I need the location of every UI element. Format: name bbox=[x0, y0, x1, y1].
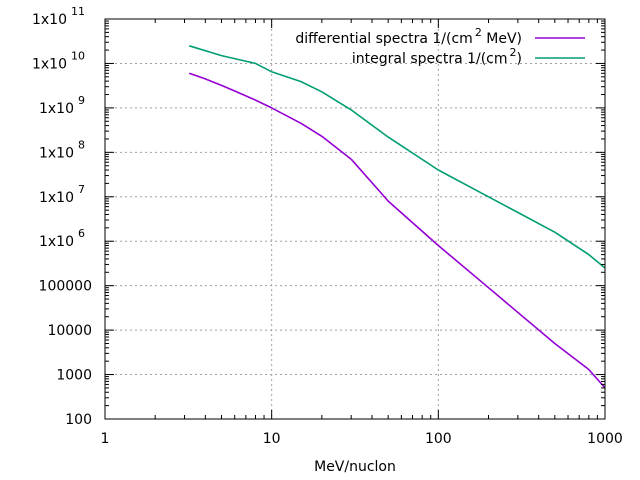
axis-ticks: 100 1000 10000 100000 1x106 1x107 1x108 1x109 1x… bbox=[32, 5, 623, 447]
plot-frame bbox=[104, 18, 606, 420]
x-tick-label: 1000 bbox=[587, 431, 623, 447]
y-tick-label: 100 bbox=[65, 412, 92, 428]
y-tick-label: 1x106 bbox=[39, 227, 85, 250]
x-tick-label: 100 bbox=[425, 431, 452, 447]
x-tick-label: 10 bbox=[263, 431, 281, 447]
y-tick-label: 100000 bbox=[39, 279, 92, 295]
y-tick-label: 1x108 bbox=[39, 138, 85, 161]
y-tick-label: 1x1011 bbox=[32, 5, 85, 28]
series-line-1 bbox=[188, 72, 606, 389]
legend: differential spectra 1/(cm 2 MeV)integral… bbox=[295, 26, 585, 67]
series-line-2 bbox=[188, 45, 606, 269]
y-tick-label: 10000 bbox=[47, 323, 92, 339]
y-tick-label: 1x107 bbox=[39, 183, 85, 206]
y-tick-label: 1x1010 bbox=[32, 49, 85, 72]
legend-label-2: integral spectra 1/(cm 2) bbox=[352, 46, 522, 67]
legend-label-1: differential spectra 1/(cm 2 MeV) bbox=[295, 26, 522, 47]
series-group bbox=[188, 45, 606, 389]
y-tick-label: 1x109 bbox=[39, 94, 85, 117]
grid-lines bbox=[105, 19, 605, 419]
y-tick-label: 1000 bbox=[56, 368, 92, 384]
x-tick-label: 1 bbox=[101, 431, 110, 447]
x-axis-label: MeV/nuclon bbox=[314, 459, 396, 475]
